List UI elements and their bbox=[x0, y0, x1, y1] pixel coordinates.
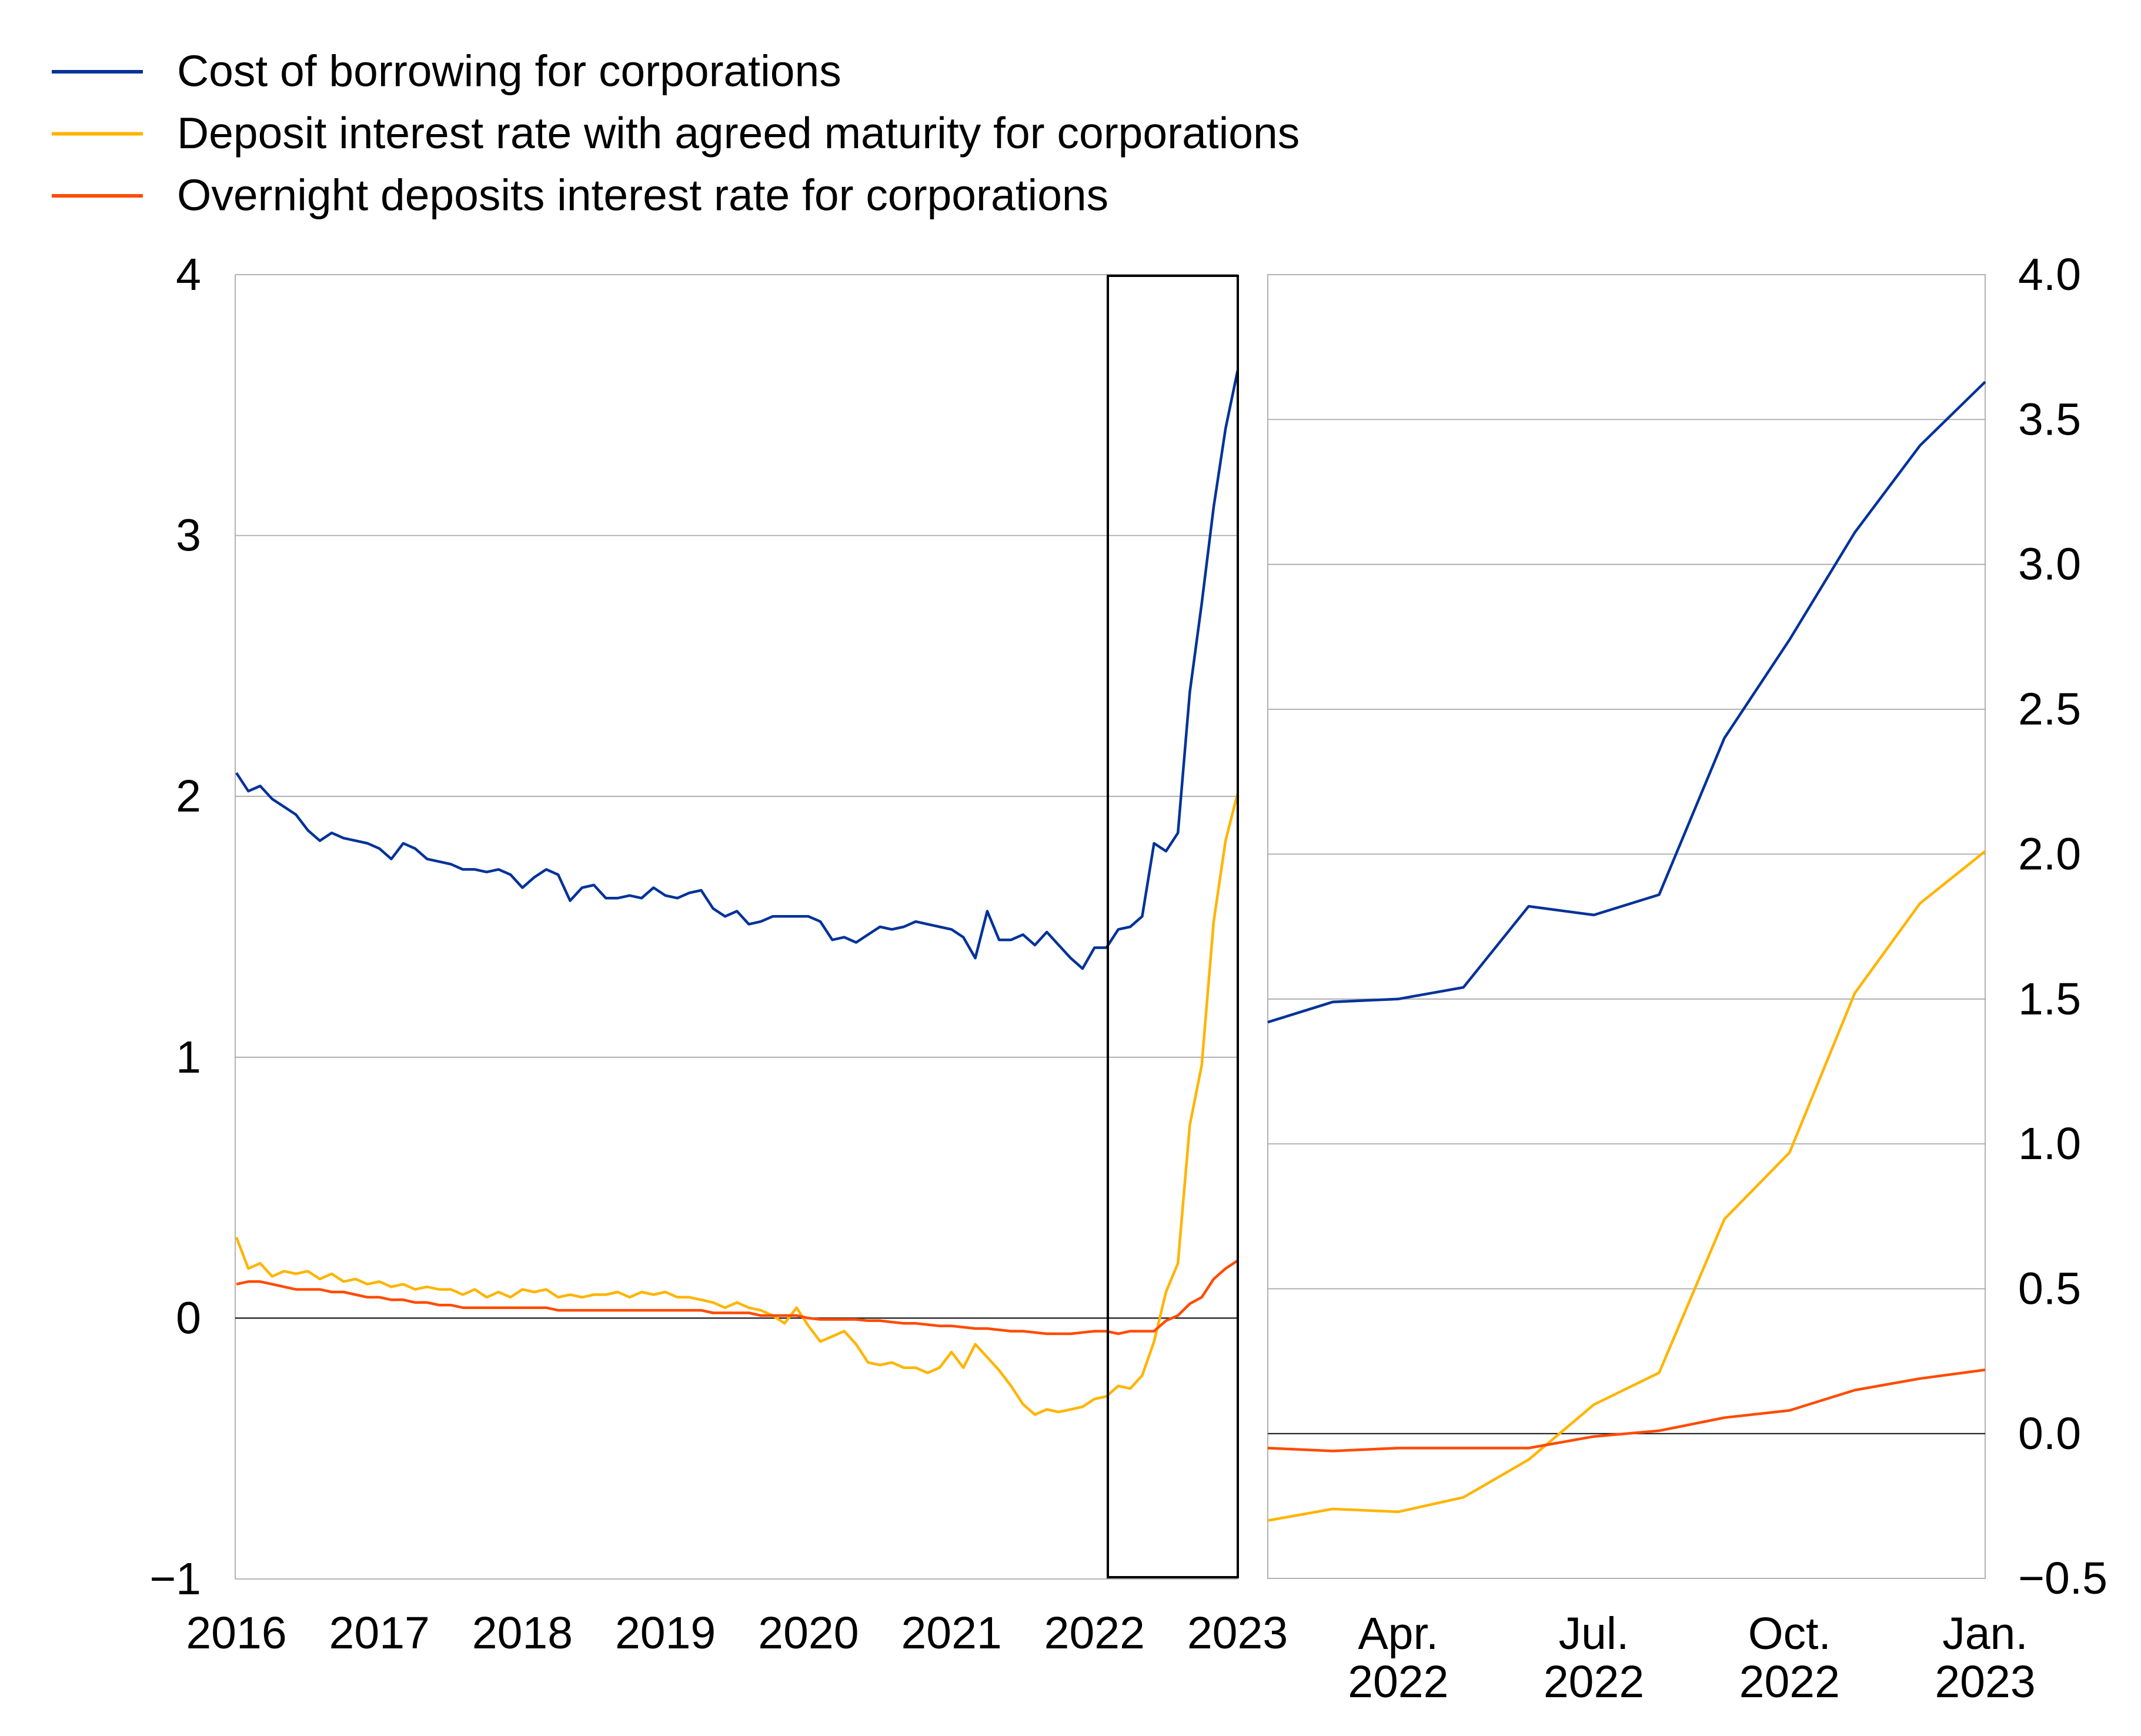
svg-text:2.0: 2.0 bbox=[2018, 829, 2081, 879]
svg-text:Jul.: Jul. bbox=[1559, 1608, 1629, 1659]
svg-text:3.0: 3.0 bbox=[2018, 539, 2081, 590]
svg-text:2017: 2017 bbox=[329, 1608, 430, 1658]
svg-text:4.0: 4.0 bbox=[2018, 249, 2081, 300]
svg-text:2.5: 2.5 bbox=[2018, 684, 2081, 735]
svg-text:0: 0 bbox=[176, 1293, 201, 1343]
svg-text:2023: 2023 bbox=[1935, 1657, 2035, 1707]
svg-text:Jan.: Jan. bbox=[1942, 1608, 2028, 1659]
svg-text:2023: 2023 bbox=[1187, 1608, 1288, 1658]
svg-text:2016: 2016 bbox=[186, 1608, 286, 1658]
svg-text:1.5: 1.5 bbox=[2018, 974, 2081, 1024]
svg-text:Deposit interest rate with agr: Deposit interest rate with agreed maturi… bbox=[177, 108, 1300, 158]
svg-text:2022: 2022 bbox=[1739, 1657, 1840, 1707]
svg-text:2019: 2019 bbox=[615, 1608, 716, 1658]
svg-text:3.5: 3.5 bbox=[2018, 394, 2081, 445]
svg-text:1.0: 1.0 bbox=[2018, 1119, 2081, 1169]
svg-text:−0.5: −0.5 bbox=[2018, 1553, 2107, 1604]
svg-text:Apr.: Apr. bbox=[1358, 1608, 1438, 1659]
svg-text:4: 4 bbox=[176, 249, 201, 300]
svg-text:2022: 2022 bbox=[1544, 1657, 1644, 1707]
svg-text:2: 2 bbox=[176, 771, 201, 822]
svg-text:2020: 2020 bbox=[758, 1608, 859, 1658]
svg-text:2022: 2022 bbox=[1348, 1657, 1448, 1707]
svg-text:3: 3 bbox=[176, 510, 201, 561]
svg-text:Overnight deposits interest ra: Overnight deposits interest rate for cor… bbox=[177, 171, 1108, 220]
svg-text:2022: 2022 bbox=[1044, 1608, 1145, 1658]
svg-text:−1: −1 bbox=[149, 1554, 201, 1604]
svg-text:1: 1 bbox=[176, 1032, 201, 1083]
svg-text:0.5: 0.5 bbox=[2018, 1264, 2081, 1314]
svg-text:Cost of borrowing for corporat: Cost of borrowing for corporations bbox=[177, 46, 841, 96]
svg-text:2018: 2018 bbox=[472, 1608, 573, 1658]
svg-text:2021: 2021 bbox=[901, 1608, 1001, 1658]
svg-text:0.0: 0.0 bbox=[2018, 1408, 2081, 1459]
svg-text:Oct.: Oct. bbox=[1748, 1608, 1831, 1659]
